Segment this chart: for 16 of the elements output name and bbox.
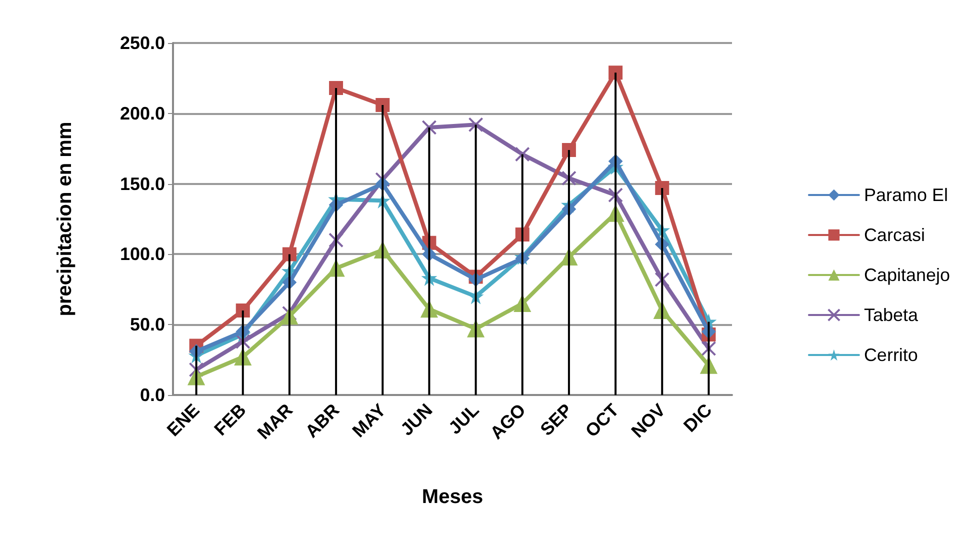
y-tick-label: 250.0	[120, 33, 165, 53]
x-tick-label: JUL	[444, 400, 483, 438]
legend-label: Cerrito	[864, 345, 918, 365]
y-tick-label: 150.0	[120, 174, 165, 194]
y-axis-title: precipitacion en mm	[54, 122, 76, 316]
legend-label: Capitanejo	[864, 265, 950, 285]
x-tick-label: DIC	[680, 400, 716, 436]
legend-label: Tabeta	[864, 305, 919, 325]
y-tick-label: 0.0	[140, 385, 165, 405]
x-axis-title: Meses	[422, 486, 484, 508]
y-tick-label: 200.0	[120, 103, 165, 124]
x-tick-label: SEP	[536, 400, 576, 440]
y-tick-label: 50.0	[130, 314, 165, 335]
legend-label: Paramo El	[864, 185, 948, 205]
y-tick-label: 100.0	[120, 244, 165, 264]
legend-label: Carcasi	[864, 225, 925, 245]
